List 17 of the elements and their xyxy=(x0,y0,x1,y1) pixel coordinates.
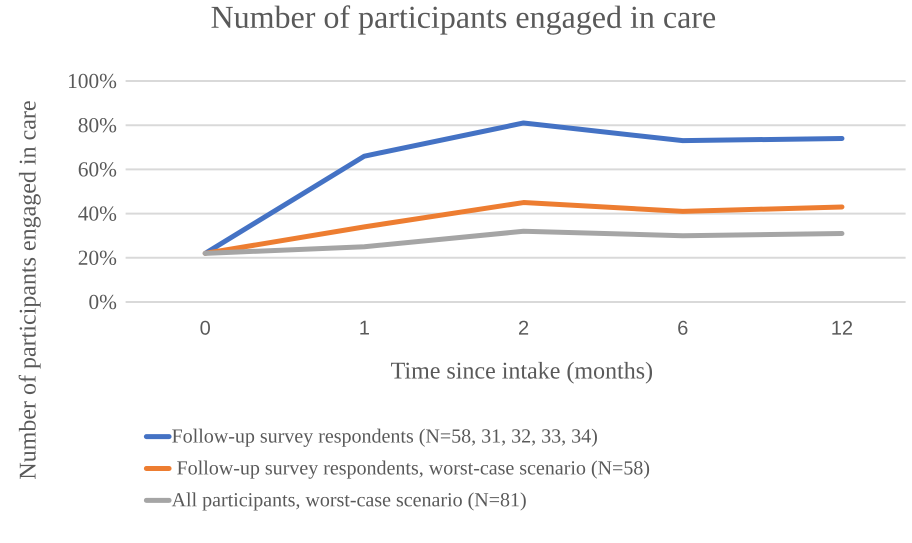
legend-label: Follow-up survey respondents (N=58, 31, 32, 33, 34) xyxy=(172,428,597,447)
y-tick-label: 40% xyxy=(78,206,116,221)
y-tick-label: 100% xyxy=(69,74,116,88)
x-tick-label: 12 xyxy=(832,320,852,335)
y-tick-label: 0% xyxy=(89,294,116,310)
legend-label: All participants, worst-case scenario (N=81) xyxy=(172,492,526,511)
y-tick-label: 60% xyxy=(78,162,116,177)
x-tick-label: 6 xyxy=(678,320,688,335)
y-tick-label: 20% xyxy=(78,250,116,266)
x-tick-label: 0 xyxy=(200,320,210,335)
x-tick-label: 1 xyxy=(360,320,369,334)
y-tick-label: 80% xyxy=(78,118,116,132)
x-axis-title: Time since intake (months) xyxy=(391,362,652,384)
x-tick-label: 2 xyxy=(519,320,528,335)
y-axis-title: Number of participants engaged in care xyxy=(18,101,41,479)
legend-label: Follow-up survey respondents, worst-case scenario (N=58) xyxy=(177,460,650,479)
chart-title: Number of participants engaged in care xyxy=(211,5,716,35)
